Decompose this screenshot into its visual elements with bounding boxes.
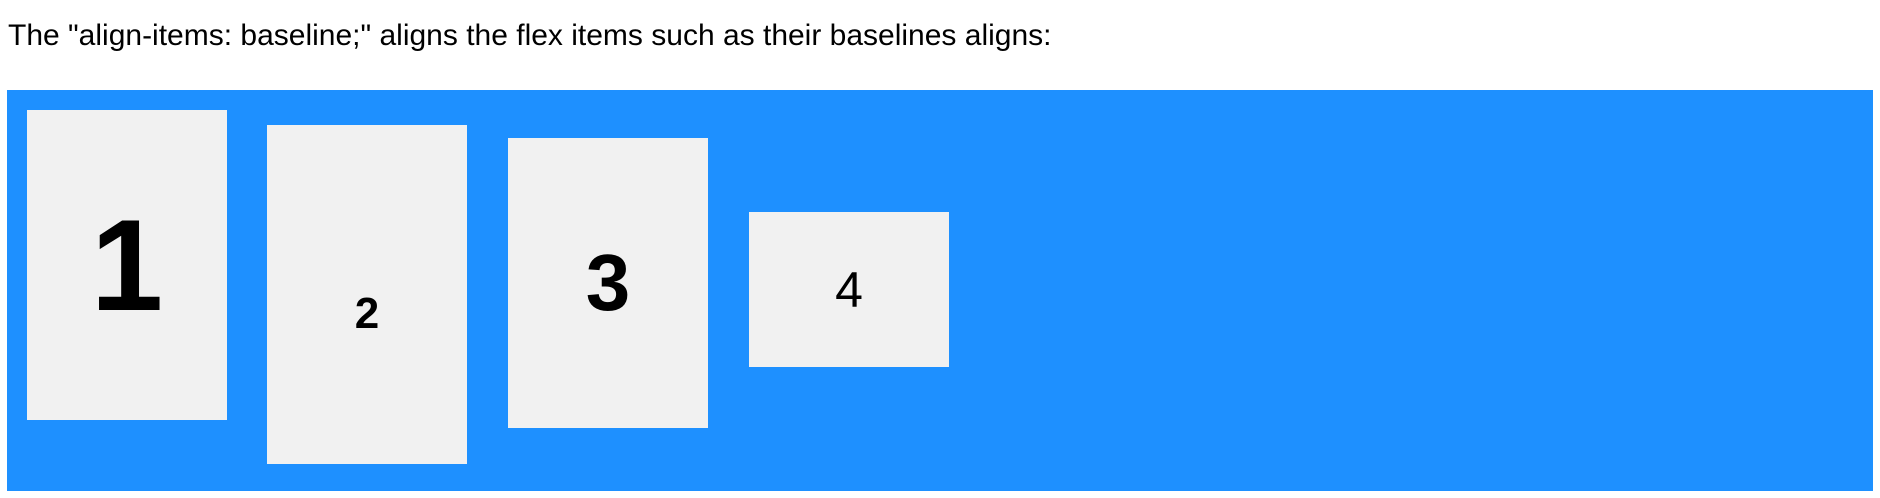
flex-item-label: 1 [91, 200, 163, 330]
flex-item-1: 1 [27, 110, 227, 420]
intro-text: The "align-items: baseline;" aligns the … [8, 14, 1051, 58]
flex-item-3: 3 [508, 138, 708, 428]
flex-item-2: 2 [267, 125, 467, 464]
flex-container: 1 2 3 4 [7, 90, 1873, 491]
flex-item-label: 2 [355, 292, 379, 336]
flex-item-label: 3 [586, 243, 631, 323]
flex-item-4: 4 [749, 212, 949, 367]
flex-item-label: 4 [835, 265, 863, 315]
